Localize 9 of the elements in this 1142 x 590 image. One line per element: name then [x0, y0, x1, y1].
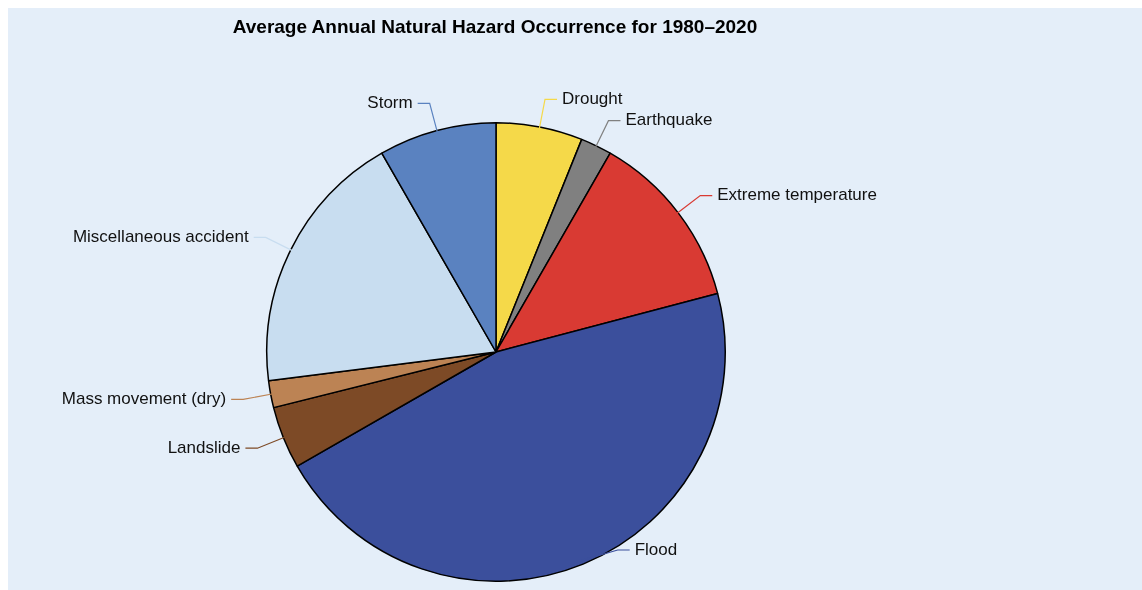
slice-label: Storm: [367, 93, 413, 113]
slice-label: Drought: [562, 89, 623, 109]
slice-label: Miscellaneous accident: [72, 227, 249, 247]
slice-label: Earthquake: [625, 110, 713, 130]
slice-label: Landslide: [167, 437, 241, 457]
slice-label: Mass movement (dry): [61, 389, 227, 409]
slice-label: Extreme temperature: [717, 185, 877, 205]
chart-title: Average Annual Natural Hazard Occurrence for 1980–2020: [232, 16, 758, 38]
slice-label: Flood: [634, 539, 678, 559]
